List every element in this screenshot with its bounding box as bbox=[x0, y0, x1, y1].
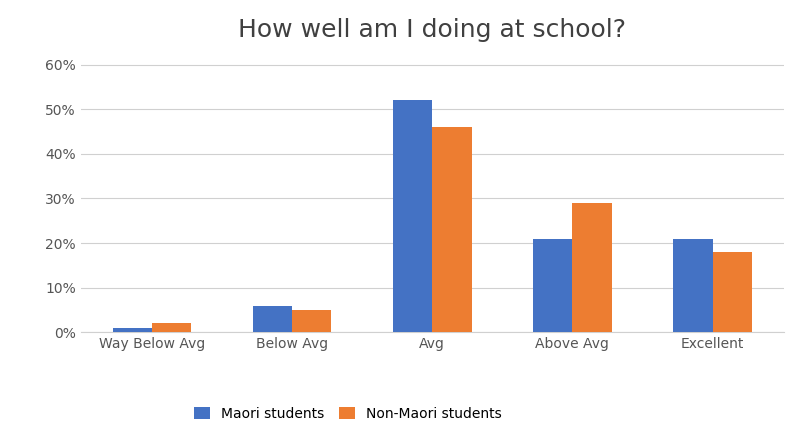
Bar bbox=[432, 127, 472, 332]
Bar bbox=[673, 239, 713, 332]
Bar bbox=[152, 323, 191, 332]
Bar bbox=[113, 328, 152, 332]
Title: How well am I doing at school?: How well am I doing at school? bbox=[238, 18, 626, 42]
Bar bbox=[253, 305, 292, 332]
Legend: Maori students, Non-Maori students: Maori students, Non-Maori students bbox=[188, 401, 507, 426]
Bar bbox=[393, 100, 432, 332]
Bar bbox=[713, 252, 751, 332]
Bar bbox=[533, 239, 572, 332]
Bar bbox=[292, 310, 331, 332]
Bar bbox=[572, 203, 612, 332]
